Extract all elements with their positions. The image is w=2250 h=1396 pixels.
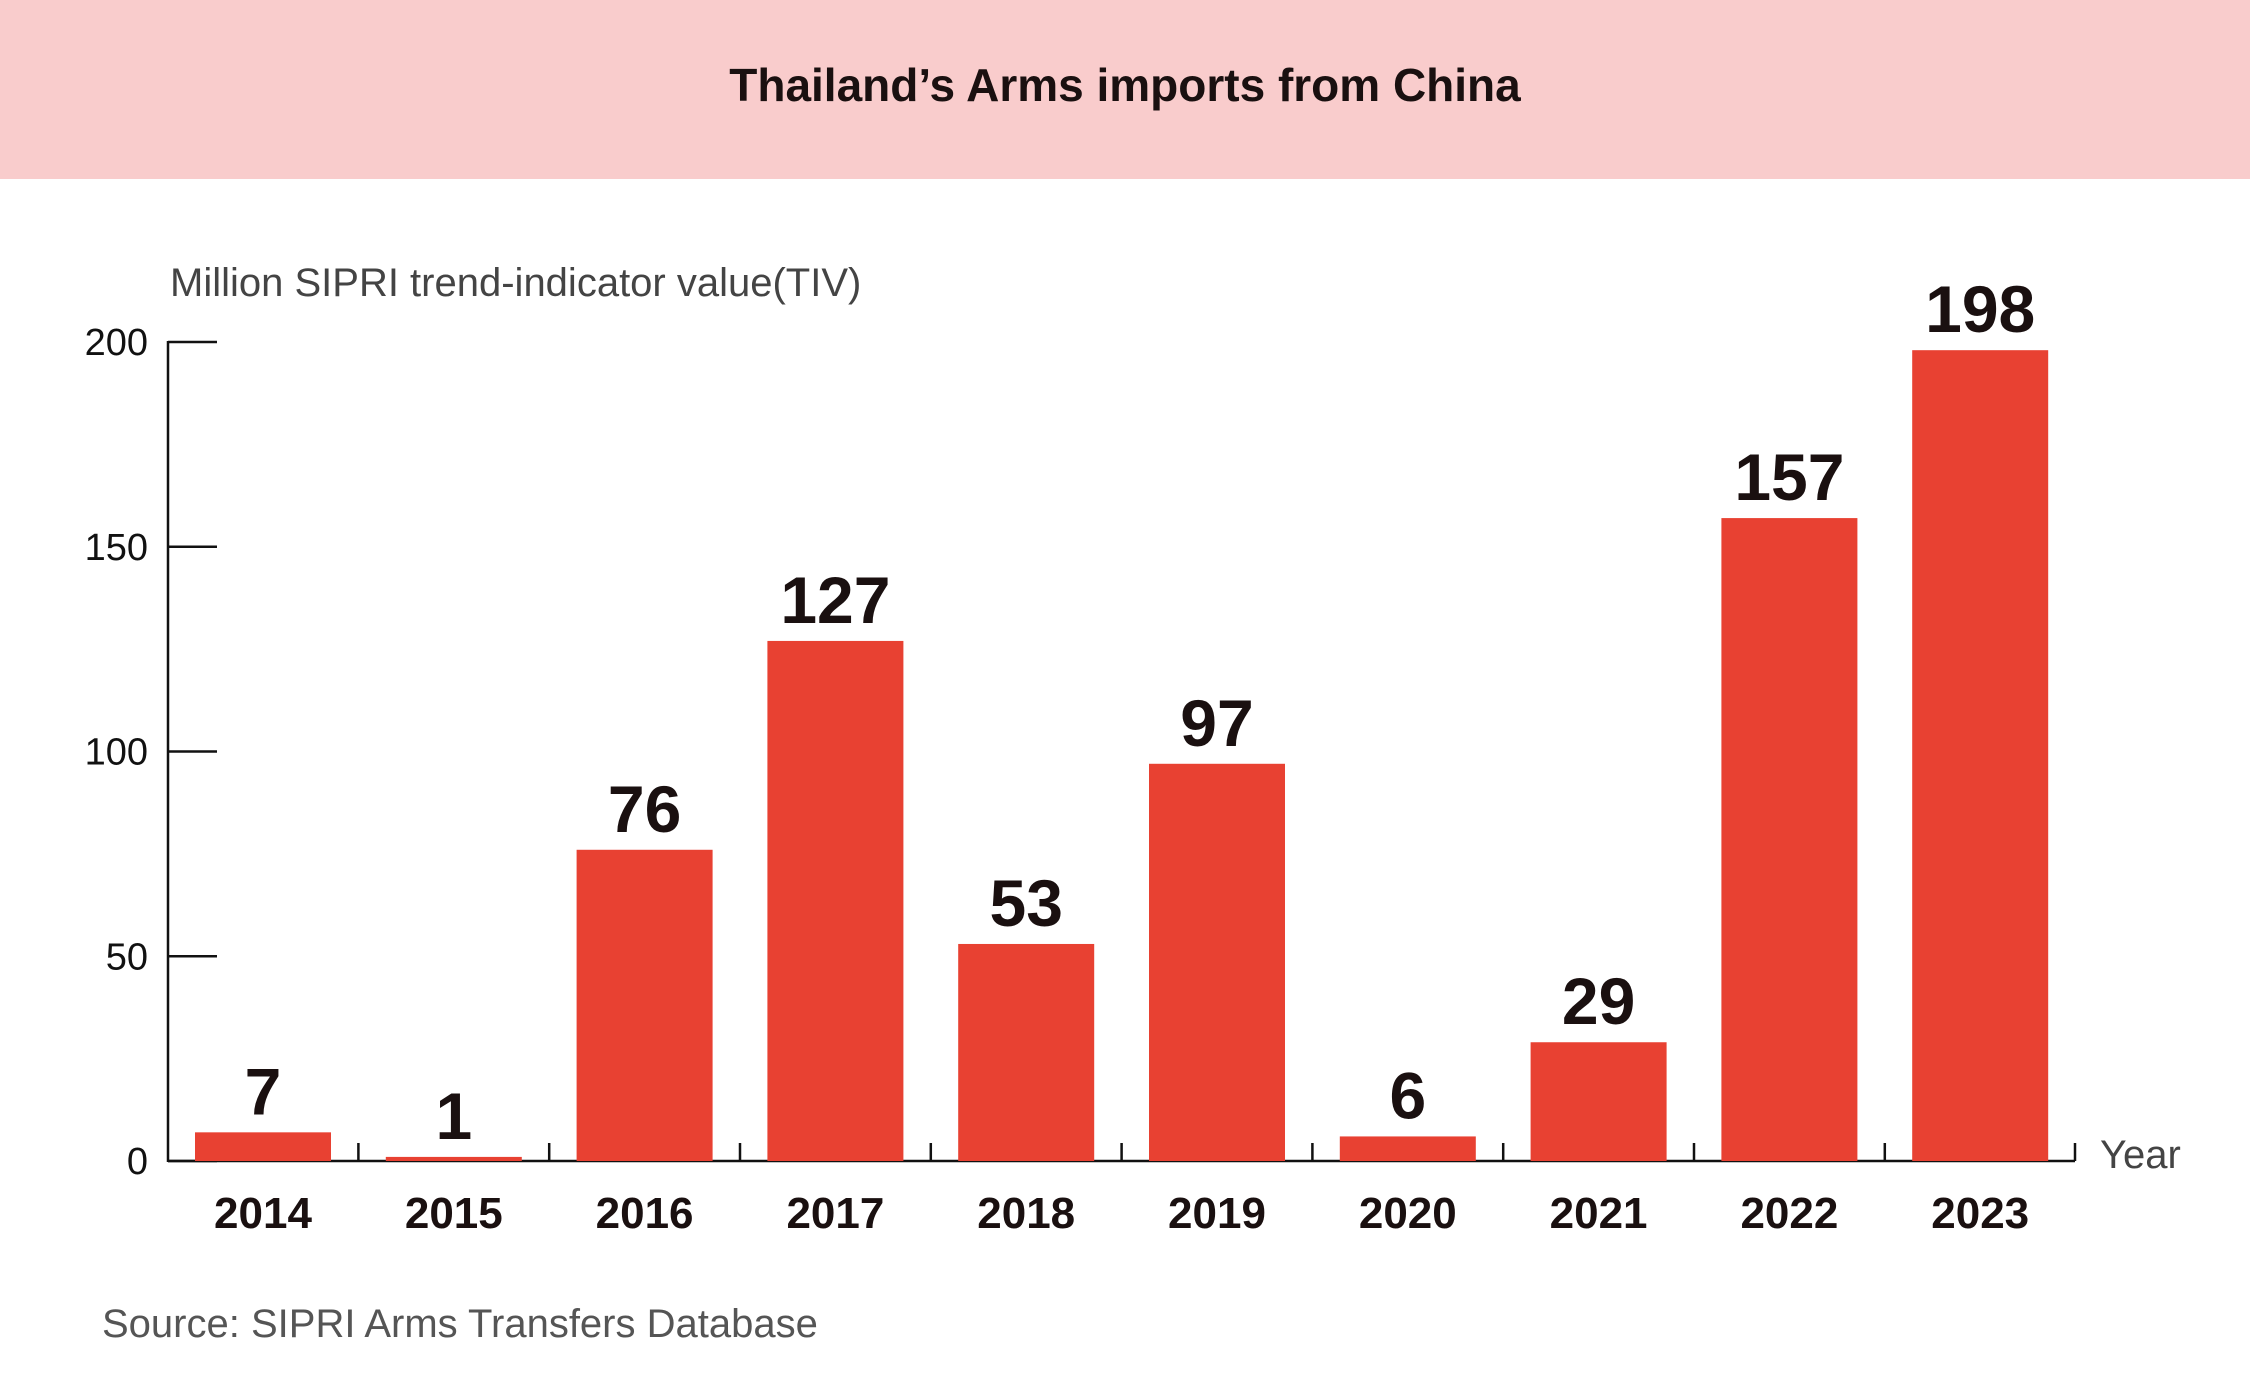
x-tick-label: 2015: [405, 1189, 503, 1238]
data-label: 198: [1925, 272, 2035, 346]
x-axis-title: Year: [2100, 1133, 2181, 1177]
title-band: [0, 0, 2250, 179]
x-tick-label: 2020: [1359, 1189, 1457, 1238]
data-label: 157: [1734, 440, 1844, 514]
x-tick-label: 2014: [214, 1189, 312, 1238]
x-tick-label: 2017: [786, 1189, 884, 1238]
bar-2020: [1339, 1136, 1476, 1161]
bar-2017: [767, 640, 904, 1161]
data-label: 127: [780, 563, 890, 637]
data-label: 7: [245, 1054, 282, 1128]
y-tick-label: 150: [85, 527, 148, 569]
x-tick-label: 2023: [1931, 1189, 2029, 1238]
x-tick-label: 2022: [1740, 1189, 1838, 1238]
data-label: 29: [1562, 964, 1635, 1038]
bar-2014: [195, 1132, 331, 1161]
source-note: Source: SIPRI Arms Transfers Database: [102, 1302, 818, 1346]
data-label: 6: [1389, 1058, 1426, 1132]
y-tick-label: 0: [127, 1141, 148, 1183]
x-tick-label: 2016: [596, 1189, 694, 1238]
y-tick-label: 200: [85, 322, 148, 364]
bar-2015: [385, 1156, 522, 1161]
x-tick-label: 2021: [1550, 1189, 1648, 1238]
x-tick-label: 2019: [1168, 1189, 1266, 1238]
y-tick-label: 50: [106, 936, 148, 978]
data-label: 97: [1180, 686, 1253, 760]
bar-2018: [958, 943, 1095, 1161]
y-axis-title: Million SIPRI trend-indicator value(TIV): [170, 261, 861, 305]
x-tick-label: 2018: [977, 1189, 1075, 1238]
data-label: 1: [435, 1079, 472, 1153]
bar-2023: [1912, 350, 2049, 1161]
y-tick-label: 100: [85, 732, 148, 774]
bar-2022: [1721, 518, 1858, 1161]
bar-2021: [1530, 1042, 1667, 1161]
bar-2016: [576, 849, 713, 1161]
chart-title: Thailand’s Arms imports from China: [729, 59, 1521, 111]
data-label: 53: [989, 866, 1062, 940]
data-label: 76: [608, 772, 681, 846]
bar-2019: [1149, 763, 1285, 1161]
